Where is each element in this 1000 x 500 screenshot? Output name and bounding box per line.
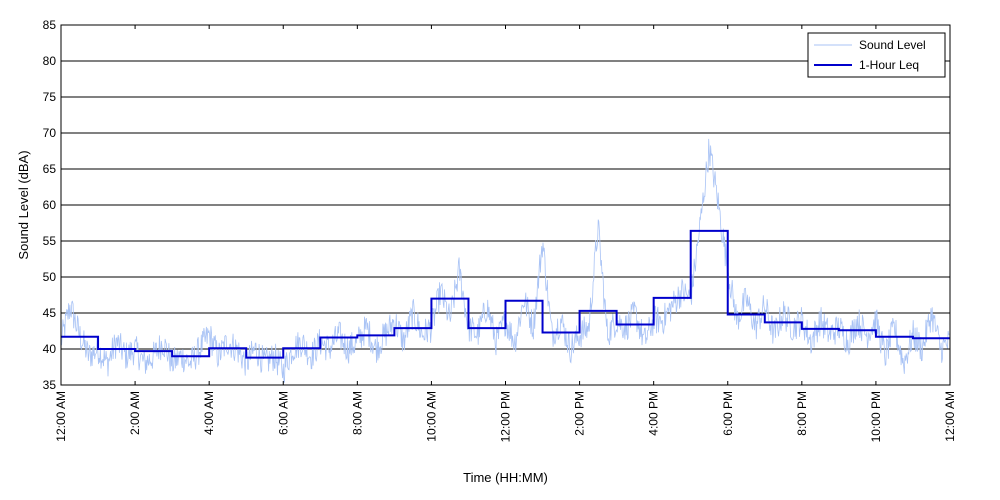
x-tick-label: 10:00 PM [869,391,883,442]
y-tick-label: 35 [43,378,57,392]
y-tick-label: 50 [43,270,57,284]
series-line-sound-level [60,138,951,384]
x-axis-label: Time (HH:MM) [463,470,548,485]
series-line-1-hour-leq [61,229,950,359]
y-tick-label: 85 [43,18,57,32]
legend-label-1-hour-leq: 1-Hour Leq [859,58,919,72]
x-axis-ticks: 12:00 AM 2:00 AM 4:00 AM 6:00 AM 8:00 AM 10:0… [54,25,957,442]
y-axis-label: Sound Level (dBA) [16,150,31,259]
x-tick-label: 2:00 PM [573,391,587,436]
x-tick-label: 12:00 AM [943,391,957,442]
legend: Sound Level 1-Hour Leq [807,32,946,78]
y-tick-label: 80 [43,54,57,68]
y-tick-label: 65 [43,162,57,176]
x-tick-label: 8:00 PM [795,391,809,436]
y-tick-label: 45 [43,306,57,320]
legend-label-sound-level: Sound Level [859,38,926,52]
x-tick-label: 6:00 AM [276,391,290,435]
x-tick-label: 8:00 AM [350,391,364,435]
x-tick-label: 12:00 PM [499,391,513,442]
x-tick-label: 6:00 PM [721,391,735,436]
plot-series [60,138,951,384]
y-axis-ticks: 35 40 45 50 55 60 65 70 75 80 85 [43,18,950,392]
x-tick-label: 2:00 AM [128,391,142,435]
x-tick-label: 4:00 PM [647,391,661,436]
y-tick-label: 75 [43,90,57,104]
y-tick-label: 55 [43,234,57,248]
y-tick-label: 70 [43,126,57,140]
legend-box [807,32,946,78]
x-tick-label: 4:00 AM [202,391,216,435]
y-tick-label: 40 [43,342,57,356]
x-tick-label: 10:00 AM [424,391,438,442]
y-tick-label: 60 [43,198,57,212]
x-tick-label: 12:00 AM [54,391,68,442]
